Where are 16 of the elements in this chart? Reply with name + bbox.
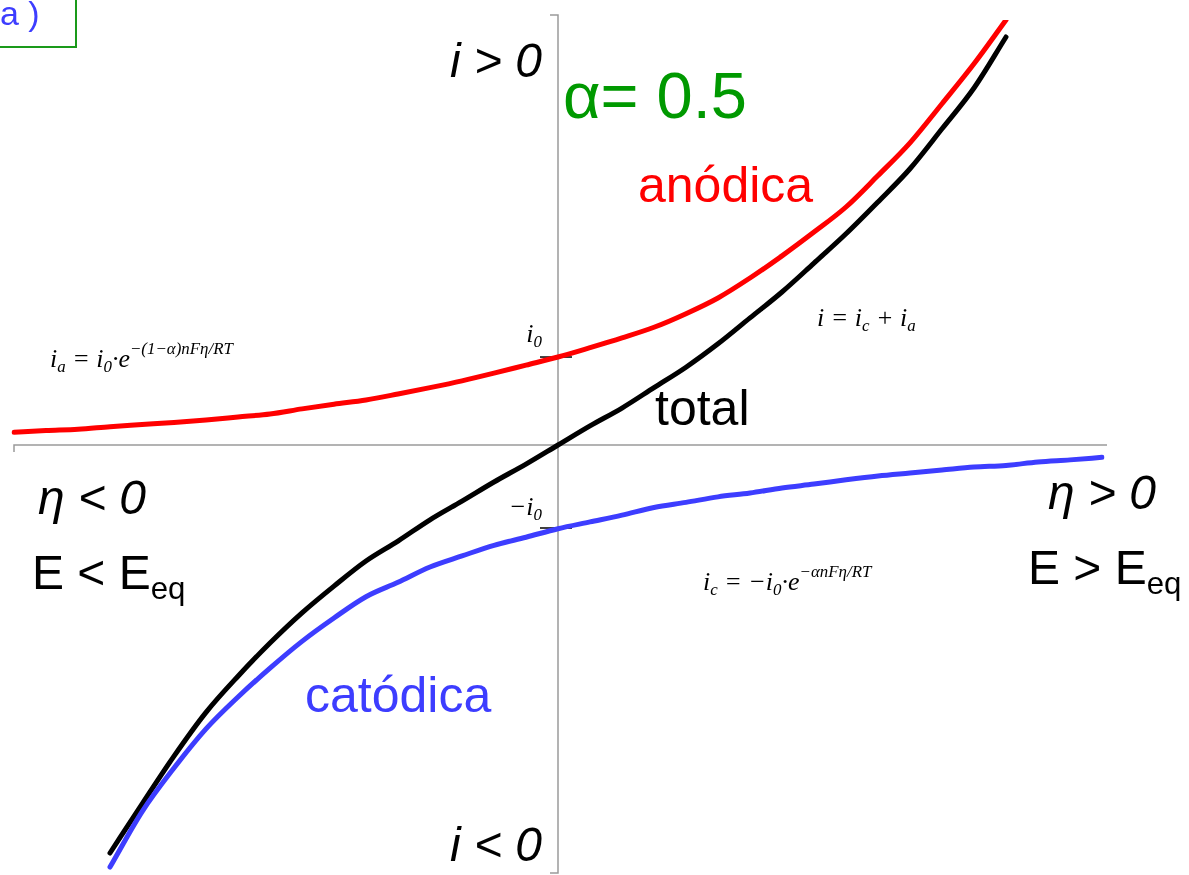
annotation: i < 0	[450, 818, 543, 871]
series-label: total	[655, 380, 750, 436]
annotation: −i$_{0}$	[508, 492, 542, 525]
annotation: α= 0.5	[563, 59, 747, 132]
annotation: i$_{c}$ = −i$_{0}$·e$^{−αnFη/RT}$	[703, 562, 872, 600]
annotation: a )	[0, 0, 77, 49]
annotation: i > 0	[450, 34, 543, 87]
annotation: i$_{0}$	[526, 319, 542, 352]
annotation: η > 0	[1048, 466, 1157, 519]
annotation: E > E$_{eq}$	[1028, 541, 1182, 601]
series-label: catódica	[305, 667, 492, 723]
series-label: anódica	[638, 157, 814, 213]
annotation: E < E$_{eq}$	[32, 546, 186, 606]
annotation: i = i$_{c}$ + i$_{a}$	[817, 303, 916, 336]
annotation: i$_{a}$ = i$_{0}$·e$^{−(1−α)nFη/RT}$	[50, 339, 233, 377]
annotation: η < 0	[38, 471, 147, 524]
